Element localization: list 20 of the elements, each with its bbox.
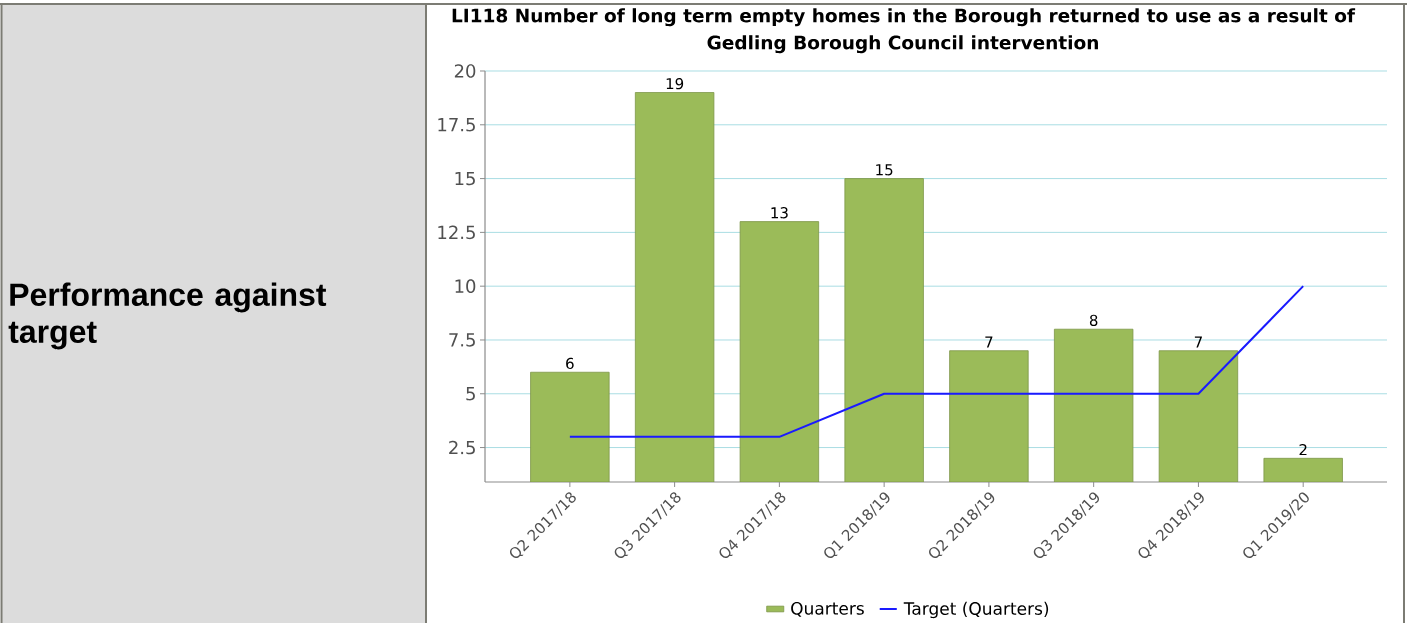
legend-label: Quarters [791, 601, 864, 617]
data-label: 19 [666, 77, 684, 90]
y-tick-label: 2.5 [449, 440, 475, 455]
data-label: 8 [1089, 314, 1098, 327]
data-label: 7 [985, 336, 993, 348]
data-label: 15 [876, 164, 893, 176]
y-tick-label: 20 [454, 64, 476, 78]
data-label: 13 [771, 207, 788, 219]
y-tick-label: 10 [455, 279, 476, 293]
legend-label: Target (Quarters) [903, 601, 1049, 619]
y-tick-label: 17.5 [438, 118, 475, 132]
y-tick-label: 5 [466, 387, 475, 401]
y-tick-label: 15 [455, 171, 475, 186]
data-label: 7 [1194, 336, 1202, 348]
data-label: 2 [1299, 443, 1307, 456]
y-tick-label: 12.5 [438, 225, 475, 240]
data-label: 6 [566, 357, 574, 370]
chart-title: LI118 Number of long term empty homes in the Borough returned to use as a result of Gedling Borough Council intervention [452, 8, 1356, 54]
text: Performance against target [8, 282, 327, 350]
y-tick-label: 7.5 [449, 333, 475, 347]
